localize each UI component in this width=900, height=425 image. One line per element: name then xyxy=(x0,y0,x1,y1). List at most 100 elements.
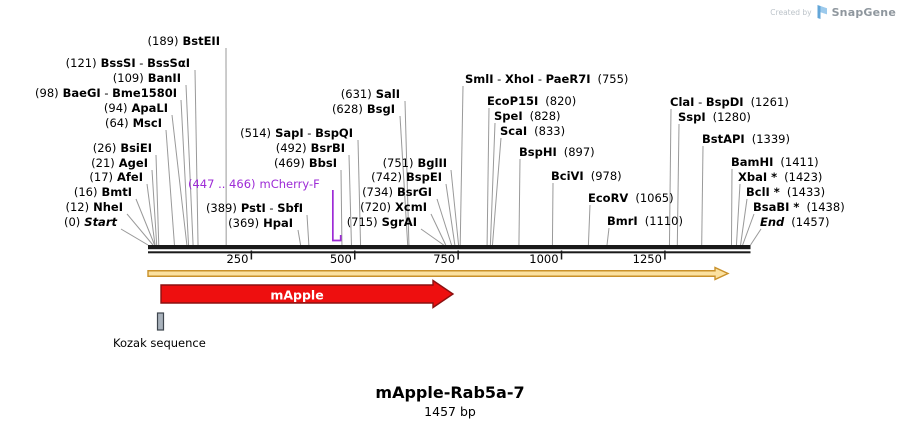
site-label-pos2: (1433) xyxy=(786,185,826,199)
site-label-pos: (17) xyxy=(89,170,114,184)
site-label-nm: AfeI xyxy=(117,170,143,184)
site-label-MscI[interactable]: (64) MscI xyxy=(105,117,162,130)
site-label-nm: ApaLI xyxy=(131,101,169,115)
snapgene-branding: Created by SnapGene xyxy=(770,5,896,20)
site-label-pos2: (828) xyxy=(529,109,561,123)
site-connector-line xyxy=(459,85,464,246)
site-label-nm: BbsI xyxy=(308,156,337,170)
site-label-SmlI-XhoI-PaeR7I[interactable]: SmlI - XhoI - PaeR7I (755) xyxy=(465,73,628,86)
site-label-pos: (21) xyxy=(91,156,115,170)
primer-bracket[interactable] xyxy=(331,190,342,242)
site-label-AgeI[interactable]: (21) AgeI xyxy=(91,157,148,170)
site-label-pos2: (1065) xyxy=(635,191,674,205)
site-label-pos: (98) xyxy=(35,86,59,100)
site-label-SgrAI[interactable]: (715) SgrAI xyxy=(347,216,417,229)
site-label-BsiEI[interactable]: (26) BsiEI xyxy=(93,142,152,155)
site-label-PstI-SbfI[interactable]: (389) PstI - SbfI xyxy=(206,202,303,215)
site-label-ClaI-BspDI[interactable]: ClaI - BspDI (1261) xyxy=(670,96,789,109)
mapple-feature-label[interactable]: mApple xyxy=(270,287,324,302)
plasmid-name: mApple-Rab5a-7 xyxy=(375,383,525,402)
site-connector-line xyxy=(120,228,149,246)
site-label-BsrBI[interactable]: (492) BsrBI xyxy=(276,142,345,155)
kozak-feature-box[interactable] xyxy=(156,312,165,331)
site-label-pos2: (1438) xyxy=(806,200,845,214)
site-label-BbsI[interactable]: (469) BbsI xyxy=(274,157,337,170)
site-label-nm: HpaI xyxy=(263,216,293,230)
site-label-BglII[interactable]: (751) BglII xyxy=(383,157,447,170)
orf-feature-arrow[interactable] xyxy=(147,266,730,281)
site-label-BspHI[interactable]: BspHI (897) xyxy=(519,146,595,159)
site-label-nm: Start xyxy=(84,215,117,229)
site-label-BssSI-BssS-I[interactable]: (121) BssSI - BssSαI xyxy=(66,57,190,70)
site-label-pos2: (1110) xyxy=(644,214,683,228)
site-label-nm: BspQI xyxy=(315,126,353,140)
site-label-nm: BmrI xyxy=(607,214,638,228)
site-connector-line xyxy=(551,182,554,246)
site-label-SspI[interactable]: SspI (1280) xyxy=(678,111,751,124)
mapple-feature-arrow[interactable] xyxy=(160,279,455,309)
site-label-pos: (492) xyxy=(275,141,307,155)
site-label-pos: (751) xyxy=(382,156,414,170)
primer-label-mCherry-F[interactable]: (447 .. 466) mCherry-F xyxy=(188,178,320,191)
kozak-feature-label[interactable]: Kozak sequence xyxy=(113,336,206,350)
site-connector-line xyxy=(146,183,156,246)
site-label-nm: BsgI xyxy=(366,102,395,116)
created-by-text: Created by xyxy=(770,8,812,17)
site-label-BstEII[interactable]: (189) BstEII xyxy=(148,35,220,48)
site-label-nm: BstEII xyxy=(182,34,220,48)
site-label-SalI[interactable]: (631) SalI xyxy=(341,88,400,101)
site-label-nm: SbfI xyxy=(277,201,303,215)
site-label-pos2: (1280) xyxy=(712,110,751,124)
site-label-BsgI[interactable]: (628) BsgI xyxy=(332,103,395,116)
site-label-BmrI[interactable]: BmrI (1110) xyxy=(607,215,683,228)
site-label-nm: SapI xyxy=(275,126,304,140)
site-label-BstAPI[interactable]: BstAPI (1339) xyxy=(702,133,790,146)
site-label-BciVI[interactable]: BciVI (978) xyxy=(551,170,622,183)
title-block: mApple-Rab5a-7 1457 bp xyxy=(0,383,900,419)
site-label-nm: BsaBI * xyxy=(753,200,800,214)
site-label-SpeI[interactable]: SpeI (828) xyxy=(494,110,561,123)
site-label-nm: XcmI xyxy=(395,200,427,214)
site-label-nm: SmlI xyxy=(465,72,494,86)
site-label-SapI-BspQI[interactable]: (514) SapI - BspQI xyxy=(240,127,353,140)
site-label-BsrGI[interactable]: (734) BsrGI xyxy=(362,186,432,199)
site-label-nm: BglII xyxy=(417,156,448,170)
site-connector-line xyxy=(491,137,502,246)
site-connector-line xyxy=(165,129,175,246)
site-label-HpaI[interactable]: (369) HpaI xyxy=(228,217,293,230)
site-label-ScaI[interactable]: ScaI (833) xyxy=(500,125,565,138)
site-label-BspEI[interactable]: (742) BspEI xyxy=(371,171,442,184)
site-connector-line xyxy=(518,158,521,246)
site-label-BanII[interactable]: (109) BanII xyxy=(113,72,181,85)
site-label-EcoRV[interactable]: EcoRV (1065) xyxy=(588,192,674,205)
site-label-pos2: (755) xyxy=(597,72,629,86)
site-connector-line xyxy=(701,145,704,246)
site-label-pos: (720) xyxy=(360,200,392,214)
ruler-tick-label: 1250 xyxy=(632,252,662,266)
site-label-BaeGI-Bme1580I[interactable]: (98) BaeGI - Bme1580I xyxy=(35,87,177,100)
site-label-Start[interactable]: (0) Start xyxy=(64,216,117,229)
site-connector-line xyxy=(606,227,610,246)
site-label-XbaI-[interactable]: XbaI * (1423) xyxy=(738,171,822,184)
site-label-nm: End xyxy=(760,215,785,229)
site-label-nm: ScaI xyxy=(500,124,528,138)
site-label-nm: BciVI xyxy=(551,169,584,183)
site-label-BsaBI-[interactable]: BsaBI * (1438) xyxy=(753,201,845,214)
site-label-NheI[interactable]: (12) NheI xyxy=(66,201,124,214)
site-label-BamHI[interactable]: BamHI (1411) xyxy=(731,156,819,169)
site-label-pos: (469) xyxy=(273,156,305,170)
site-label-ApaLI[interactable]: (94) ApaLI xyxy=(104,102,168,115)
site-label-BclI-[interactable]: BclI * (1433) xyxy=(746,186,825,199)
site-connector-line xyxy=(357,139,362,246)
site-label-EcoP15I[interactable]: EcoP15I (820) xyxy=(487,95,576,108)
site-label-pos: (0) xyxy=(63,215,81,229)
site-label-nm: SpeI xyxy=(494,109,523,123)
snapgene-flag-icon xyxy=(817,5,827,19)
site-label-End[interactable]: End (1457) xyxy=(760,216,830,229)
site-label-AfeI[interactable]: (17) AfeI xyxy=(89,171,143,184)
site-label-pos: (369) xyxy=(228,216,260,230)
site-label-nm: BclI * xyxy=(746,185,780,199)
site-label-XcmI[interactable]: (720) XcmI xyxy=(360,201,427,214)
site-label-BmtI[interactable]: (16) BmtI xyxy=(74,186,132,199)
